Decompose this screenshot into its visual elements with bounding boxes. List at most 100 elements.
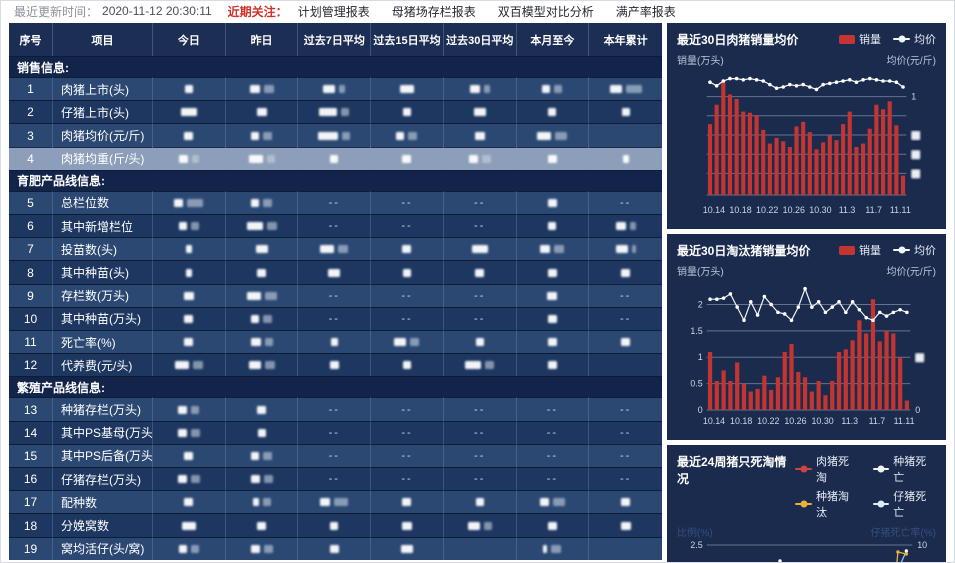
table-row[interactable]: 1 肉猪上市(头) (9, 77, 662, 101)
masked-value-blob (615, 222, 626, 231)
masked-value-blob (338, 245, 349, 254)
legend-item-销量[interactable]: 销量 (839, 242, 881, 258)
masked-value-blob (471, 245, 488, 254)
metric-value-cell: -- (371, 214, 444, 238)
metric-value-cell: -- (371, 306, 444, 331)
metric-value-cell: -- (516, 443, 590, 468)
table-row[interactable]: 5 总栏位数 -- -- -- -- (9, 190, 662, 215)
legend-item-种猪死亡[interactable]: 种猪死亡 (872, 453, 936, 485)
table-row[interactable]: 15 其中PS后备(万头) -- -- -- -- -- (9, 443, 662, 468)
metric-value-cell (298, 146, 372, 170)
metrics-table: 序号 项目 今日 昨日 过去7日平均 过去15日平均 过去30日平均 本月至今 本年累计 销售信… (9, 23, 662, 560)
metric-value-cell (225, 353, 299, 377)
no-data-dash: -- (328, 449, 340, 462)
legend-item-均价[interactable]: 均价 (893, 31, 936, 47)
svg-text:10.26: 10.26 (784, 416, 806, 426)
table-row[interactable]: 19 窝均活仔(头/窝) (9, 536, 662, 560)
report-link-3[interactable]: 满产率报表 (615, 4, 676, 19)
bar-swatch-icon (839, 34, 855, 44)
no-data-dash: -- (619, 449, 632, 462)
table-row[interactable]: 3 肉猪均价(元/斤) (9, 123, 662, 147)
table-row[interactable]: 10 其中种苗(万头) -- -- -- -- (9, 306, 662, 331)
metric-value-cell (153, 123, 226, 147)
metric-value-cell (153, 397, 226, 421)
metric-value-cell (153, 260, 226, 284)
metric-label: 其中PS后备(万头) (53, 443, 153, 468)
masked-value-blob (330, 338, 338, 347)
column-header: 今日 (153, 23, 226, 56)
no-data-dash: -- (546, 426, 559, 439)
legend-item-仔猪死亡[interactable]: 仔猪死亡 (872, 488, 936, 520)
table-row[interactable]: 18 分娩窝数 (9, 513, 662, 537)
masked-value-blob (399, 85, 414, 94)
masked-value-blob (190, 428, 200, 437)
metric-value-cell (225, 306, 299, 331)
table-row[interactable]: 4 肉猪均重(斤/头) (9, 146, 662, 170)
no-data-dash: -- (619, 403, 632, 416)
legend-item-种猪淘汰[interactable]: 种猪淘汰 (795, 488, 858, 520)
line-dot-icon (893, 35, 910, 43)
row-number: 18 (9, 513, 53, 537)
masked-value-blob (329, 544, 339, 553)
no-data-dash: -- (328, 196, 340, 209)
masked-value-blob (483, 85, 490, 94)
metric-value-cell (589, 536, 662, 560)
column-header: 项目 (53, 23, 153, 56)
table-header-row: 序号 项目 今日 昨日 过去7日平均 过去15日平均 过去30日平均 本月至今 本年累计 (9, 23, 662, 56)
masked-value-blob (552, 498, 565, 507)
metric-value-cell (443, 77, 517, 101)
metric-value-cell (516, 536, 590, 560)
report-link-2[interactable]: 双百模型对比分析 (497, 4, 594, 19)
masked-value-blob (402, 245, 412, 254)
table-row[interactable]: 13 种猪存栏(万头) -- -- -- -- -- (9, 397, 662, 421)
table-row[interactable]: 9 存栏数(万头) -- -- -- -- (9, 283, 662, 307)
table-row[interactable]: 12 代养费(元/头) (9, 353, 662, 377)
metric-value-cell (516, 100, 590, 124)
masked-value-blob (542, 85, 551, 94)
metric-value-cell (516, 214, 590, 238)
metric-value-cell (298, 353, 372, 377)
masked-value-blob (178, 154, 188, 163)
no-data-dash: -- (401, 449, 413, 462)
masked-value-blob (547, 361, 557, 370)
report-link-1[interactable]: 母猪场存栏报表 (391, 4, 476, 19)
report-link-0[interactable]: 计划管理报表 (297, 4, 370, 19)
metric-value-cell (298, 237, 372, 261)
metric-value-cell (589, 100, 662, 123)
masked-value-blob (191, 154, 199, 163)
masked-value-blob (341, 108, 350, 117)
masked-value-blob (192, 361, 203, 370)
metric-label: 其中种苗(头) (53, 260, 153, 284)
masked-value-blob (402, 108, 411, 117)
masked-value-blob (184, 314, 194, 323)
table-row[interactable]: 2 仔猪上市(头) (9, 100, 662, 124)
metric-value-cell (371, 123, 444, 147)
svg-text:1.5: 1.5 (690, 326, 702, 336)
masked-value-blob (246, 291, 261, 300)
row-number: 11 (9, 330, 53, 354)
masked-value-blob (547, 521, 557, 530)
table-row[interactable]: 11 死亡率(%) (9, 330, 662, 354)
table-row[interactable]: 17 配种数 (9, 490, 662, 514)
y-axis-right-label: 仔猪死亡率(%) (870, 528, 936, 539)
chart-legend: 肉猪死淘 种猪死亡 种猪淘汰 仔猪死亡 (795, 453, 936, 520)
legend-item-均价[interactable]: 均价 (893, 242, 936, 258)
table-row[interactable]: 7 投苗数(头) (9, 237, 662, 261)
masked-value-blob (250, 544, 260, 553)
table-row[interactable]: 8 其中种苗(头) (9, 260, 662, 284)
masked-value-blob (264, 361, 275, 370)
metric-value-cell (589, 123, 662, 146)
legend-item-肉猪死淘[interactable]: 肉猪死淘 (795, 453, 858, 485)
table-row[interactable]: 6 其中新增栏位 -- -- -- (9, 214, 662, 238)
svg-text:10.30: 10.30 (809, 205, 831, 215)
no-data-dash: -- (401, 473, 413, 486)
masked-value-blob (615, 245, 628, 254)
table-row[interactable]: 14 其中PS基母(万头) -- -- -- -- -- (9, 420, 662, 444)
legend-item-销量[interactable]: 销量 (839, 31, 881, 47)
metric-value-cell (589, 330, 662, 353)
metric-value-cell (516, 353, 590, 377)
masked-value-blob (249, 85, 260, 94)
masked-value-blob (320, 245, 335, 254)
updated-time-label: 最近更新时间： (14, 4, 99, 19)
table-row[interactable]: 16 仔猪存栏(万头) -- -- -- -- -- (9, 467, 662, 491)
